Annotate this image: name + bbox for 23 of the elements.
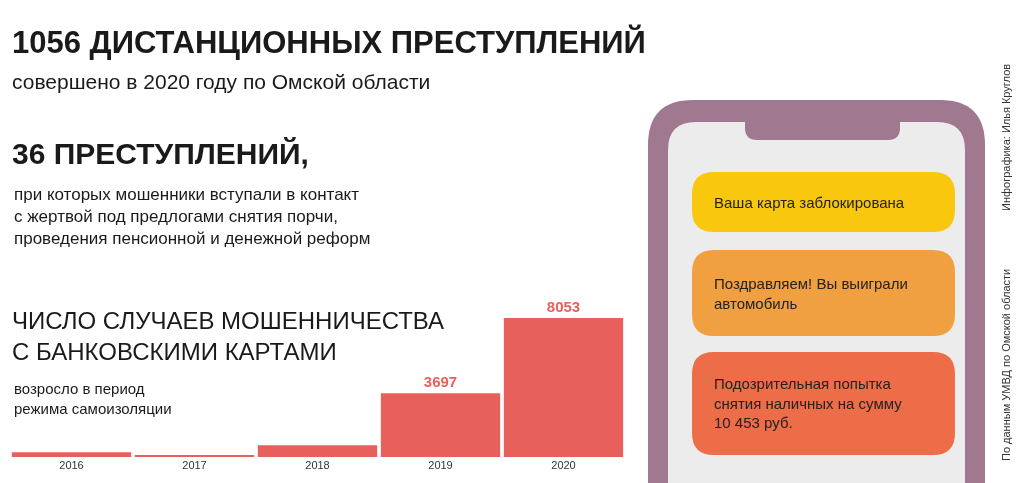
annotation: ЧИСЛО СЛУЧАЕВ МОШЕННИЧЕСТВА С БАНКОВСКИМИ КАРТАМИ xyxy=(12,307,445,366)
x-tick-label: 2017 xyxy=(182,459,207,471)
chart-title: 1056 ДИСТАНЦИОННЫХ ПРЕСТУПЛЕНИЙ xyxy=(12,24,646,60)
x-tick-label: 2016 xyxy=(59,459,84,471)
text: Подозрительная попытка снятия наличных на сумму 10 453 руб. xyxy=(714,375,903,431)
chart-subtitle: совершено в 2020 году по Омской области xyxy=(12,70,431,93)
data-label: 3697 xyxy=(423,373,458,391)
bar xyxy=(380,393,501,457)
bar xyxy=(11,452,132,457)
text: По данным УМВД по Омской области xyxy=(1000,268,1012,461)
text: Инфографика: Илья Круглов xyxy=(1000,63,1012,211)
x-tick-label: 2020 xyxy=(551,459,576,471)
text: Поздравляем! Вы выиграли автомобиль xyxy=(714,275,908,312)
text: при которых мошенники вступали в контакт с жертвой под предлогами снятия порчи, проведения пенсионной и денежной реформ xyxy=(14,185,371,249)
annotation: возросло в период режима самоизоляции xyxy=(14,380,172,417)
bar xyxy=(503,318,624,457)
data-label: 8053 xyxy=(546,298,581,316)
x-tick-label: 2018 xyxy=(305,459,330,471)
bar xyxy=(257,445,378,457)
text: Ваша карта заблокирована xyxy=(714,194,905,211)
bar xyxy=(134,454,255,457)
text: 36 ПРЕСТУПЛЕНИЙ, xyxy=(12,137,309,170)
x-tick-label: 2019 xyxy=(428,459,453,471)
